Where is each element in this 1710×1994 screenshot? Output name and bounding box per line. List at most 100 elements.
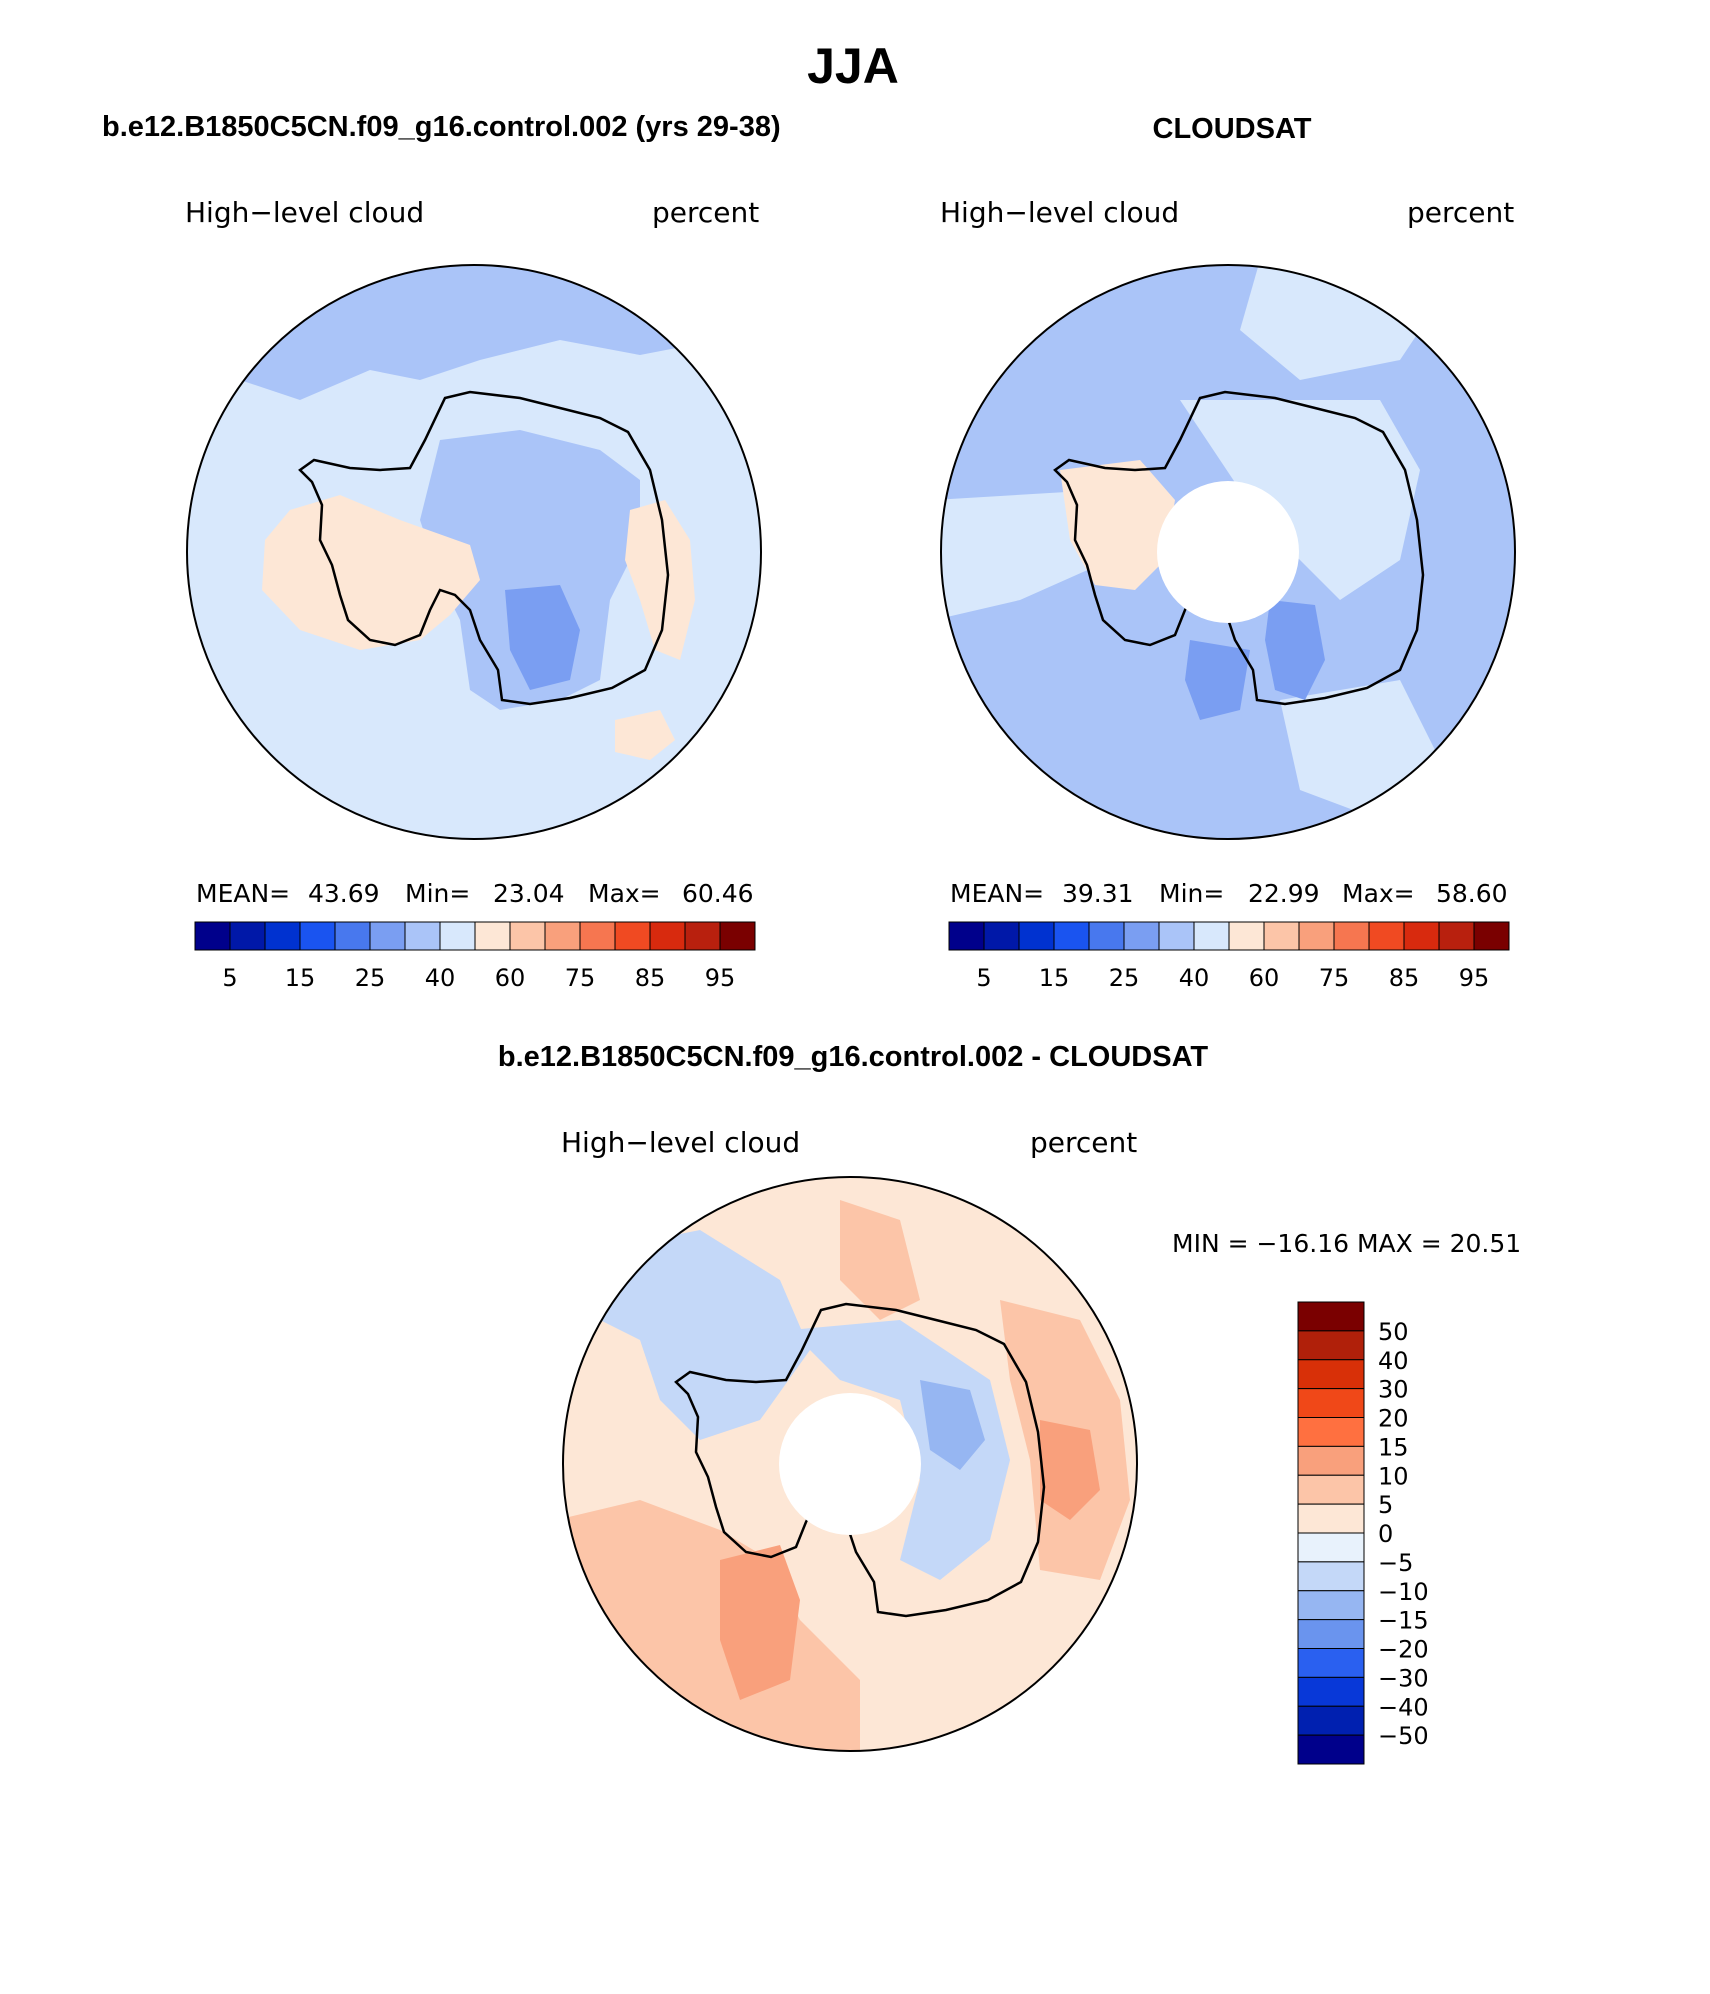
colorbar-tick-label: −5 [1378,1549,1413,1577]
colorbar-tick-label: 40 [425,964,456,992]
colorbar-tick-label: 25 [355,964,386,992]
stat-min-label: Min= [1159,879,1224,908]
colorbar-swatch [1298,921,1335,951]
colorbar-swatch [1297,1417,1365,1447]
colorbar-tick-label: 50 [1378,1318,1409,1346]
colorbar-tick-label: −30 [1378,1664,1429,1692]
stat-mean-label: MEAN= [196,879,290,908]
colorbar-tick-label: 95 [705,964,736,992]
colorbar-swatch [1297,1330,1365,1361]
colorbar-swatch [229,921,266,951]
colorbar-swatch [948,921,985,951]
colorbar-tick-label: 10 [1378,1462,1409,1490]
colorbar-swatch [334,921,371,951]
colorbar-swatch [1263,921,1300,951]
panel-b-variable: High−level cloud [940,196,1179,229]
colorbar-swatch [1158,921,1195,951]
colorbar-tick-label: 0 [1378,1520,1393,1548]
panel-c-variable: High−level cloud [561,1126,800,1159]
stat-min-value: 22.99 [1248,879,1320,908]
stat-max-label: Max= [588,879,661,908]
map-b-lightband-2 [1180,400,1420,600]
colorbar-tick-label: 85 [1389,964,1420,992]
colorbar-tick-label: −10 [1378,1578,1429,1606]
stat-min-label: Min= [405,879,470,908]
colorbar-swatch [983,921,1020,951]
colorbar-swatch [299,921,336,951]
colorbar-swatch [1297,1474,1365,1505]
colorbar-swatch [684,921,721,951]
colorbar-swatch [1297,1359,1365,1390]
map-panel-cloudsat [940,264,1516,840]
map-c-blue-north [600,1230,810,1440]
panel-a-units: percent [652,196,759,229]
colorbar-swatch [474,921,511,951]
stat-mean-label: MEAN= [950,879,1044,908]
map-a-blue-core [505,585,580,690]
map-a-peach-south [615,710,675,760]
colorbar-swatch [1123,921,1160,951]
colorbar-swatch [1297,1532,1365,1563]
panel-a-heading: b.e12.B1850C5CN.f09_g16.control.002 (yrs… [102,111,781,143]
colorbar-model: 5 15 25 40 60 75 85 95 [194,921,756,992]
map-c-orange-east-core [1040,1420,1100,1520]
colorbar-tick-label: 95 [1459,964,1490,992]
colorbar-tick-label: 60 [495,964,526,992]
colorbar-tick-label: 25 [1109,964,1140,992]
stat-mean-value: 43.69 [308,879,380,908]
colorbar-swatch [1297,1301,1365,1332]
colorbar-tick-label: 15 [1378,1433,1409,1461]
colorbar-swatch [509,921,546,951]
map-c-orange-southwest-core [720,1545,800,1700]
colorbar-tick-label: 30 [1378,1376,1409,1404]
colorbar-swatch [1438,921,1475,951]
figure-title: JJA [807,38,899,94]
colorbar-tick-label: 75 [1319,964,1350,992]
colorbar-tick-label: 5 [222,964,237,992]
map-c-blue-core [920,1380,985,1470]
colorbar-swatch [1473,921,1510,951]
colorbar-swatch [369,921,406,951]
colorbar-swatch [1297,1648,1365,1678]
colorbar-swatch [404,921,441,951]
colorbar-swatch [1403,921,1440,951]
colorbar-swatch [1053,921,1090,951]
map-b-blue-south [1185,640,1250,720]
colorbar-tick-label: 60 [1249,964,1280,992]
colorbar-swatch [1297,1676,1365,1707]
colorbar-tick-label: 20 [1378,1405,1409,1433]
colorbar-swatch [1333,921,1370,951]
colorbar-tick-label: 75 [565,964,596,992]
panel-c-stats: MIN = −16.16 MAX = 20.51 [1172,1229,1521,1258]
panel-a-variable: High−level cloud [185,196,424,229]
panel-a-stats: MEAN= 43.69 Min= 23.04 Max= 60.46 [196,879,754,908]
colorbar-tick-label: 85 [635,964,666,992]
colorbar-tick-label: −15 [1378,1607,1429,1635]
colorbar-swatch [1297,1590,1365,1621]
colorbar-tick-label: −50 [1378,1722,1429,1750]
colorbar-swatch [1297,1705,1365,1736]
map-c-orange-north [840,1200,920,1320]
stat-mean-value: 39.31 [1062,879,1134,908]
colorbar-swatch [1297,1619,1365,1649]
colorbar-tick-label: −40 [1378,1693,1429,1721]
map-a-boundary [186,264,762,840]
colorbar-tick-label: 40 [1378,1347,1409,1375]
colorbar-tick-label: 15 [1039,964,1070,992]
colorbar-swatch [614,921,651,951]
colorbar-swatch [194,921,231,951]
map-panel-model [186,264,762,840]
colorbar-swatch [1297,1561,1365,1592]
stat-min-value: 23.04 [493,879,565,908]
colorbar-swatch [264,921,301,951]
map-c-blue-inner [790,1320,1010,1580]
stat-max-value: 60.46 [682,879,754,908]
colorbar-swatch [579,921,616,951]
stat-max-label: Max= [1342,879,1415,908]
colorbar-swatch [1297,1503,1365,1534]
map-b-polar-hole [1157,481,1299,623]
colorbar-tick-label: 15 [285,964,316,992]
map-b-boundary [940,264,1516,840]
colorbar-tick-label: −20 [1378,1636,1429,1664]
stat-max-value: 58.60 [1436,879,1508,908]
